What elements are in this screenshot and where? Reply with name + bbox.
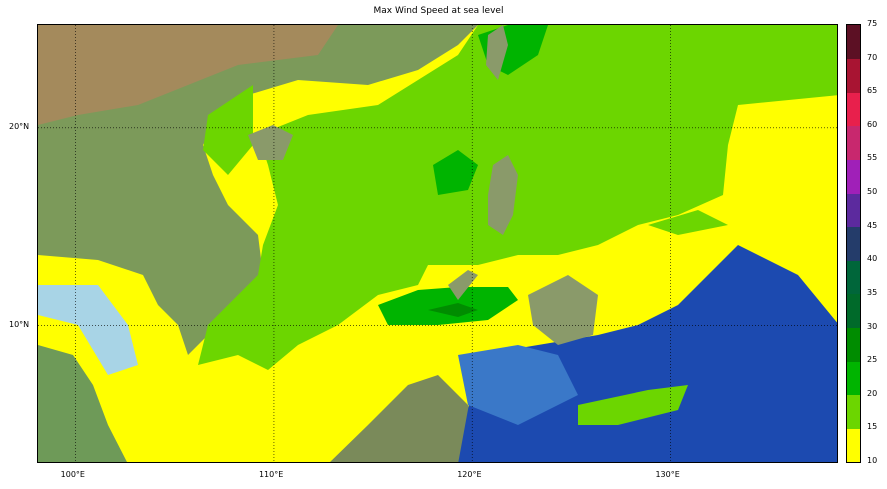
celebes-deep-sea — [458, 245, 837, 462]
colorbar-segment — [847, 193, 860, 228]
colorbar-tick-label: 25 — [867, 355, 878, 365]
wind-map — [38, 25, 837, 462]
wind-15-20-east — [648, 210, 728, 235]
wind-15-20-fill — [198, 25, 837, 370]
colorbar-segment — [847, 361, 860, 396]
colorbar-segment — [847, 293, 860, 329]
colorbar-tick-label: 30 — [867, 321, 878, 331]
palawan-island — [448, 270, 478, 300]
colorbar-tick-label: 10 — [867, 456, 878, 465]
colorbar-segment — [847, 327, 860, 362]
map-title: Max Wind Speed at sea level — [373, 6, 504, 16]
colorbar-tick-label: 75 — [867, 19, 878, 28]
colorbar-tick-label: 70 — [867, 52, 878, 62]
colorbar-tick-label: 50 — [867, 187, 878, 197]
lon-tick-label: 130°E — [655, 470, 680, 479]
colorbar-segment — [847, 159, 860, 194]
mainland-highlands — [38, 25, 338, 125]
taiwan-island — [486, 25, 508, 80]
gulf-shallow-sea — [38, 285, 138, 375]
mainland-land — [38, 25, 478, 355]
colorbar-segment — [847, 428, 860, 463]
lon-tick-label: 100°E — [60, 470, 85, 479]
lat-tick-label: 10°N — [9, 319, 30, 329]
wind-20-25-west-luzon — [433, 150, 478, 195]
lat-tick-label: 20°N — [9, 121, 30, 131]
malay-peninsula — [38, 345, 127, 462]
colorbar-tick-label: 20 — [867, 388, 878, 398]
lon-tick-label: 110°E — [258, 470, 284, 479]
colorbar-segment — [847, 92, 860, 127]
wind-15-20-north — [203, 85, 253, 175]
colorbar-segment — [847, 394, 860, 429]
colorbar-tick-label: 55 — [867, 153, 878, 163]
colorbar-tick-label: 60 — [867, 119, 878, 129]
colorbar-tick-label: 45 — [867, 220, 878, 230]
colorbar-tick-label: 40 — [867, 254, 878, 264]
colorbar — [846, 24, 861, 463]
colorbar-segment — [847, 260, 860, 295]
borneo-land — [330, 375, 478, 462]
mindanao-island — [528, 275, 598, 345]
lon-tick-label: 120°E — [457, 470, 482, 479]
gridlines — [38, 25, 837, 462]
sulu-sea — [458, 345, 578, 425]
colorbar-tick-label: 65 — [867, 86, 878, 96]
colorbar-segment — [847, 125, 860, 160]
colorbar-segment — [847, 25, 860, 60]
hainan-island — [248, 125, 293, 160]
luzon-island — [488, 155, 518, 235]
colorbar-tick-label: 15 — [867, 422, 878, 432]
colorbar-tick-label: 35 — [867, 287, 878, 297]
map-panel — [37, 24, 838, 463]
wind-15-20-south — [578, 385, 688, 425]
wind-25-30 — [428, 303, 478, 317]
colorbar-segment — [847, 226, 860, 261]
colorbar-segment — [847, 58, 860, 93]
